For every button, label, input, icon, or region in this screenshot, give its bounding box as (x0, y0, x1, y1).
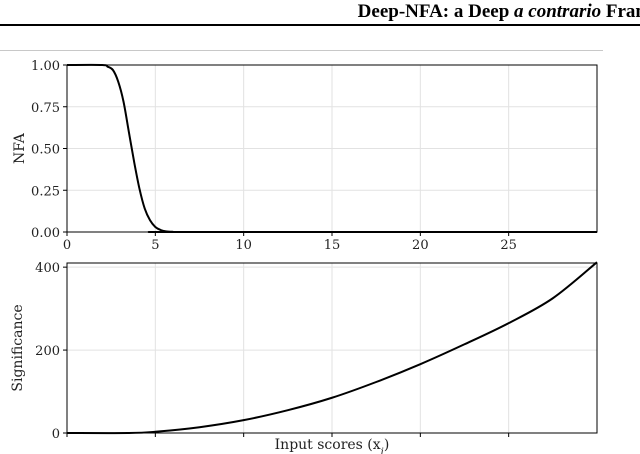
x-tick-label: 10 (235, 238, 252, 253)
y-tick-label: 0.25 (31, 184, 60, 199)
significance-chart-panel: 0 200 400 Significance (10, 261, 598, 442)
page-header-title: Deep-NFA: a Deep a contrario Fran (358, 1, 640, 23)
y-axis-label: Significance (10, 304, 26, 391)
y-tick-label: 0.00 (31, 226, 60, 241)
y-tick-label: 1.00 (31, 59, 60, 74)
y-tick-label: 0.75 (31, 101, 60, 116)
header-title-part2: Fran (605, 1, 640, 22)
x-tick-label: 20 (412, 238, 429, 253)
x-tick-label: 15 (324, 238, 341, 253)
x-tick-label: 25 (500, 238, 517, 253)
y-tick-label: 200 (35, 344, 60, 359)
section-divider (0, 50, 603, 51)
x-tick-label: 0 (63, 238, 71, 253)
series-line (66, 63, 598, 234)
y-tick-label: 0 (52, 427, 60, 442)
x-axis-label: Input scores (xi) (275, 437, 390, 454)
header-rule (0, 24, 640, 26)
x-tick-label: 5 (151, 238, 159, 253)
header-title-italic: a contrario (514, 1, 602, 22)
series-line (66, 261, 598, 435)
header-title-part1: Deep-NFA: a Deep (357, 1, 515, 22)
nfa-chart-panel: 0.00 0.25 0.50 0.75 1.00 0 5 10 15 20 25 NFA (12, 59, 598, 253)
y-tick-label: 0.50 (31, 143, 60, 158)
y-tick-label: 400 (35, 261, 60, 276)
y-axis-label: NFA (12, 132, 28, 164)
